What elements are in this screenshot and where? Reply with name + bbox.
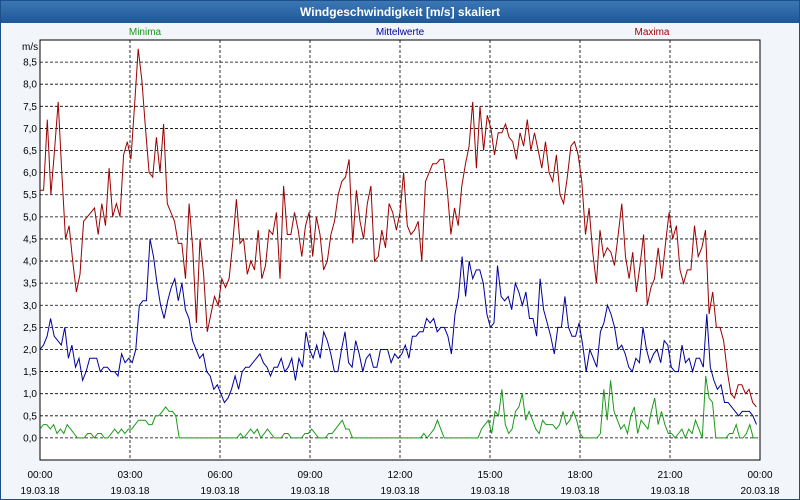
y-tick-label: 1,5 [23, 367, 37, 378]
y-tick-label: 5,0 [23, 212, 37, 223]
y-tick-label: 8,5 [23, 58, 37, 69]
series-lines [39, 48, 757, 440]
y-axis-unit: m/s [22, 42, 38, 53]
x-tick-time: 18:00 [567, 470, 592, 481]
y-tick-label: 3,0 [23, 301, 37, 312]
x-tick-date: 20.03.18 [741, 486, 780, 497]
x-tick-date: 19.03.18 [471, 486, 510, 497]
x-tick-time: 00:00 [747, 470, 772, 481]
series-line-mittelwerte [39, 238, 757, 425]
y-tick-label: 5,5 [23, 190, 37, 201]
y-tick-label: 1,0 [23, 389, 37, 400]
series-line-minima [39, 375, 757, 440]
y-tick-label: 2,5 [23, 323, 37, 334]
legend: Minima Mittelwerte Maxima [129, 27, 670, 38]
x-tick-date: 19.03.18 [291, 486, 330, 497]
legend-item: Minima [129, 27, 162, 38]
y-tick-label: 4,0 [23, 257, 37, 268]
x-tick-date: 19.03.18 [561, 486, 600, 497]
x-tick-time: 00:00 [27, 470, 52, 481]
x-tick-time: 03:00 [117, 470, 142, 481]
x-tick-time: 09:00 [297, 470, 322, 481]
legend-item: Mittelwerte [376, 27, 425, 38]
y-tick-label: 3,5 [23, 279, 37, 290]
y-tick-label: 6,5 [23, 146, 37, 157]
y-tick-label: 7,0 [23, 124, 37, 135]
x-axis-labels: 00:00 19.03.18 03:00 19.03.18 06:00 19.03.18 0… [21, 470, 780, 497]
y-tick-label: 4,5 [23, 234, 37, 245]
x-tick-time: 12:00 [387, 470, 412, 481]
x-tick-date: 19.03.18 [21, 486, 60, 497]
y-tick-label: 0,0 [23, 433, 37, 444]
x-tick-date: 19.03.18 [111, 486, 150, 497]
x-tick-time: 15:00 [477, 470, 502, 481]
series-line-maxima [40, 48, 757, 408]
y-tick-label: 0,5 [23, 411, 37, 422]
x-tick-date: 19.03.18 [201, 486, 240, 497]
x-tick-time: 06:00 [207, 470, 232, 481]
x-tick-time: 21:00 [657, 470, 682, 481]
y-tick-label: 2,0 [23, 345, 37, 356]
y-axis-labels: 0,0 0,5 1,0 1,5 2,0 2,5 3,0 3,5 4,0 4,5 5,0 5,5 6,0 6… [23, 58, 37, 445]
y-tick-label: 6,0 [23, 168, 37, 179]
y-tick-label: 7,5 [23, 102, 37, 113]
x-tick-date: 19.03.18 [381, 486, 420, 497]
legend-item: Maxima [634, 27, 669, 38]
window-title: Windgeschwindigkeit [m/s] skaliert [1, 1, 799, 23]
y-tick-label: 8,0 [23, 80, 37, 91]
x-tick-date: 19.03.18 [651, 486, 690, 497]
